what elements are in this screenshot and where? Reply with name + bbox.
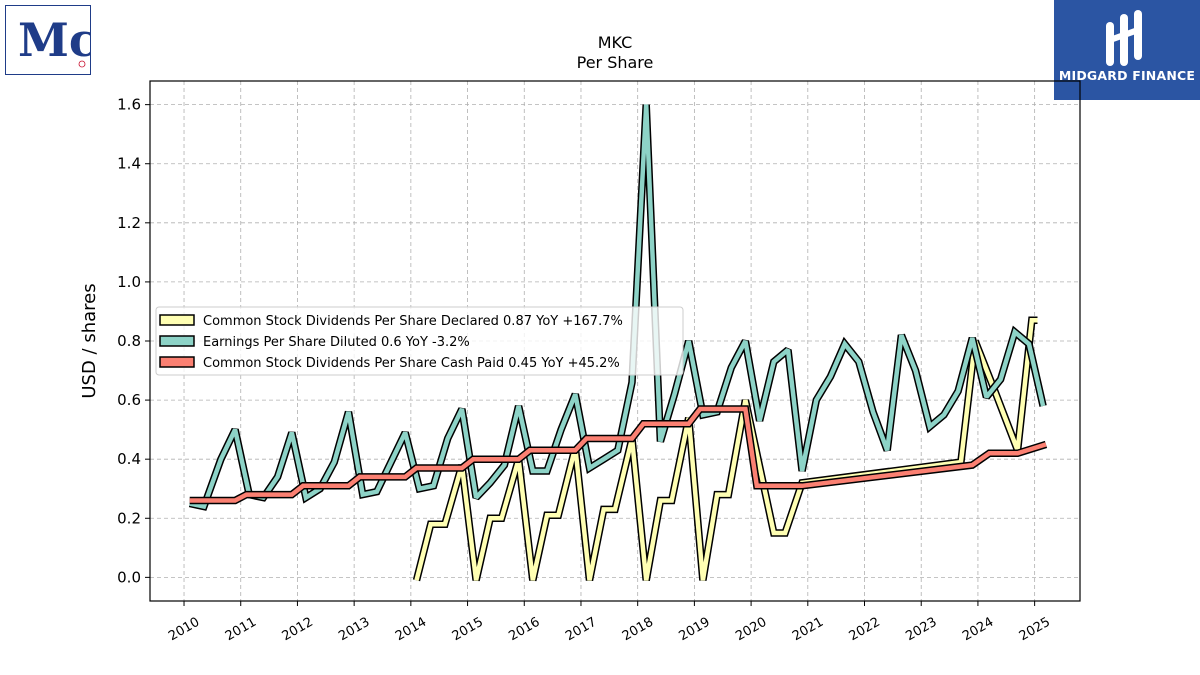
y-tick-label: 0.8 [117,332,141,350]
legend-item-1: Common Stock Dividends Per Share Declare… [159,314,623,329]
mccormick-logo-icon: Mc [5,5,97,75]
legend-label: Common Stock Dividends Per Share Declare… [203,314,623,329]
x-tick-label: 2011 [223,615,259,645]
legend-label: Earnings Per Share Diluted 0.6 YoY -3.2% [203,335,470,350]
series-layer [188,104,1048,582]
series-line-1 [412,316,1038,582]
y-tick-label: 0.2 [117,509,141,527]
y-tick-label: 1.0 [117,273,141,291]
legend-swatch [159,356,195,368]
chart-subtitle: Per Share [577,53,654,72]
series-line-3 [189,405,1048,505]
x-tick-label: 2013 [336,615,372,645]
legend-item-2: Earnings Per Share Diluted 0.6 YoY -3.2% [159,335,470,350]
y-tick-label: 1.6 [117,96,141,114]
x-tick-label: 2024 [960,615,996,645]
midgard-logo-icon: MIDGARD FINANCE [1054,0,1200,100]
legend-swatch [159,314,195,326]
y-tick-label: 0.6 [117,391,141,409]
y-tick-label: 0.0 [117,568,141,586]
y-axis: 0.0 0.2 0.4 0.6 0.8 1.0 1.2 1.4 1.6 [117,96,150,586]
legend-swatch [159,335,195,347]
x-tick-label: 2021 [790,615,826,645]
y-tick-label: 1.4 [117,155,141,173]
series-stroke [414,318,1038,581]
x-tick-label: 2012 [280,615,316,645]
x-tick-label: 2018 [620,615,656,645]
x-tick-label: 2017 [563,615,599,645]
x-axis: 2010 2011 2012 2013 2014 2015 2016 2017 2018 2019… [166,601,1053,644]
legend: Common Stock Dividends Per Share Declare… [155,306,684,376]
y-axis-label: USD / shares [79,283,100,398]
legend-label: Common Stock Dividends Per Share Cash Pa… [203,356,620,371]
midgard-watermark-text: MIDGARD FINANCE [1058,68,1196,83]
x-tick-label: 2025 [1017,615,1053,645]
series-stroke [189,406,1047,503]
chart-title: MKC [598,33,633,52]
legend-item-3: Common Stock Dividends Per Share Cash Pa… [159,356,620,371]
x-tick-label: 2022 [847,615,883,645]
x-tick-label: 2014 [393,615,429,645]
x-tick-label: 2019 [677,615,713,645]
x-tick-label: 2020 [733,615,769,645]
legend-box [155,306,684,376]
x-tick-label: 2010 [166,615,202,645]
series-line-2 [188,104,1047,511]
y-tick-label: 1.2 [117,214,141,232]
y-tick-label: 0.4 [117,450,141,468]
x-tick-label: 2016 [506,615,542,645]
mccormick-logo-letters: Mc [18,13,90,67]
x-tick-label: 2015 [450,615,486,645]
x-tick-label: 2023 [903,615,939,645]
series-stroke [189,104,1046,510]
